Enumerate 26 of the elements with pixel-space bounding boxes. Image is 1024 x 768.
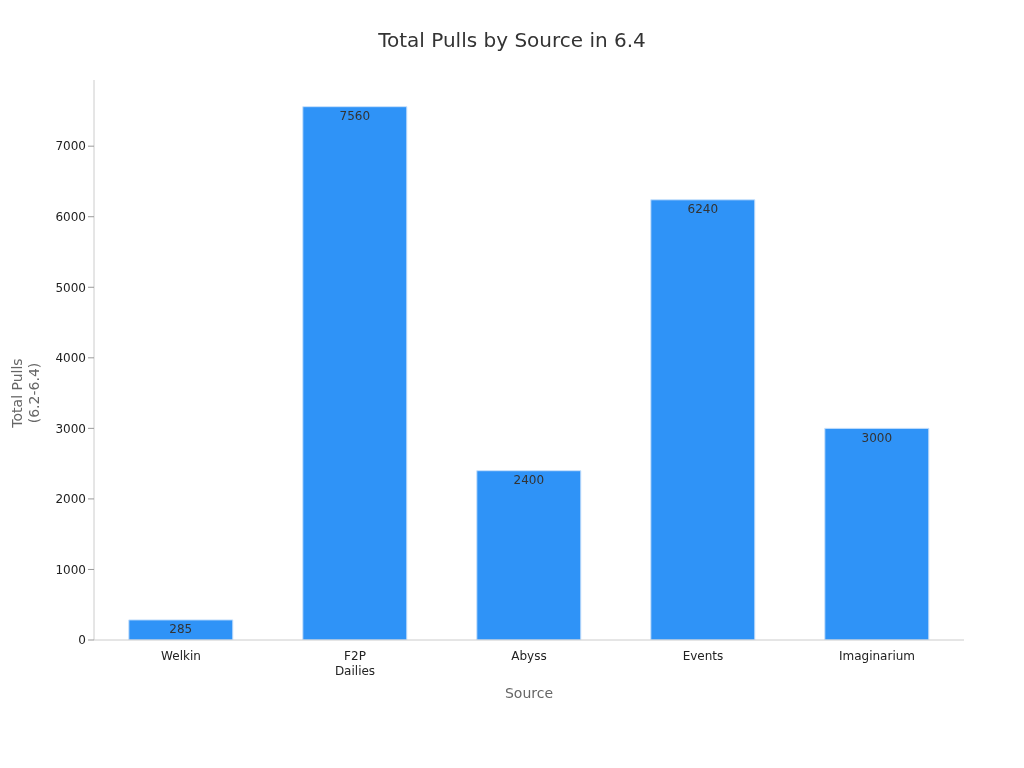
y-tick-label: 2000 [55, 492, 86, 507]
bar [824, 427, 930, 640]
x-tick-label: Events [682, 649, 724, 663]
data-label: 6240 [687, 202, 719, 217]
data-label: 7560 [339, 109, 371, 124]
bar [302, 106, 408, 640]
x-axis-title: Source [504, 685, 554, 701]
y-tick-label: 6000 [55, 209, 86, 224]
y-tick-label: 5000 [55, 280, 86, 295]
y-tick-label: 3000 [55, 421, 86, 436]
x-tick-label: F2P Dailies [334, 649, 376, 678]
bar [476, 470, 582, 640]
y-tick-label: 0 [78, 633, 86, 648]
chart-title: Total Pulls by Source in 6.4 [377, 28, 647, 52]
bar [650, 199, 756, 640]
data-label: 3000 [861, 430, 893, 445]
x-tick-label: Abyss [511, 649, 547, 663]
y-tick-label: 4000 [55, 351, 86, 366]
bar [128, 619, 234, 640]
data-label: 285 [169, 622, 193, 637]
y-tick-label: 1000 [55, 562, 86, 577]
y-axis-title: Total Pulls (6.2-6.4) [9, 358, 42, 429]
y-tick-label: 7000 [55, 139, 86, 154]
x-tick-label: Imaginarium [838, 649, 916, 663]
data-label: 2400 [513, 473, 545, 488]
x-tick-label: Welkin [161, 649, 201, 663]
